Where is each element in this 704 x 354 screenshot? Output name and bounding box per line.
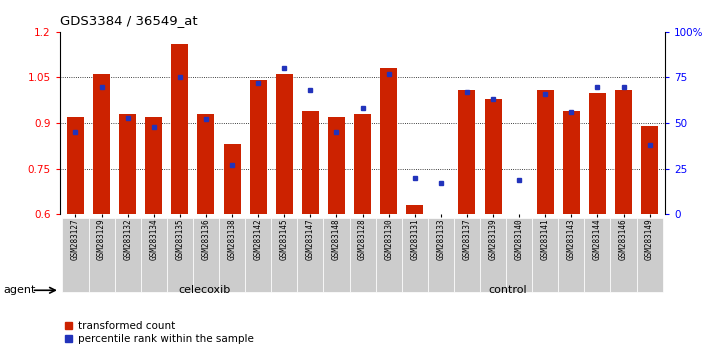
Bar [354,114,371,214]
Bar [406,205,423,214]
Bar [328,117,345,214]
Bar [536,90,554,214]
Text: celecoxib: celecoxib [179,285,231,295]
Legend: transformed count, percentile rank within the sample: transformed count, percentile rank withi… [65,321,253,344]
Bar [615,90,632,214]
Bar [380,68,397,214]
Bar [145,117,162,214]
Bar [171,44,189,214]
Bar [198,114,215,214]
Bar [67,117,84,214]
Bar [484,99,501,214]
Bar [302,111,319,214]
Bar [458,90,475,214]
Bar [276,74,293,214]
Text: control: control [488,285,527,295]
Bar [432,214,449,354]
Text: GDS3384 / 36549_at: GDS3384 / 36549_at [60,14,197,27]
Bar [93,74,110,214]
Bar [119,114,136,214]
Text: agent: agent [4,285,36,295]
Bar [250,80,267,214]
Bar [589,93,606,214]
Bar [641,126,658,214]
Bar [563,111,580,214]
Bar [224,144,241,214]
Bar [510,214,527,269]
